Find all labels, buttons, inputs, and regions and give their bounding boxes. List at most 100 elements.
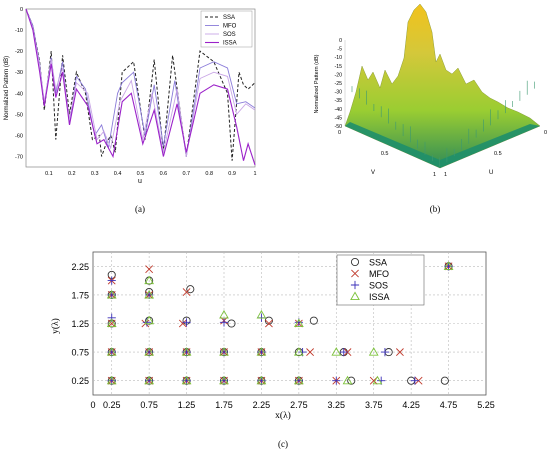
x-axis: 0 0.25 0.75 1.25 1.75 2.25 2.75 3.25 3.75 4.25 4.7… xyxy=(90,400,494,410)
y-tick-label: 1.75 xyxy=(71,290,89,300)
x-tick-label: 0.25 xyxy=(103,400,121,410)
marker-sos xyxy=(107,276,116,285)
marker-issa xyxy=(293,347,304,356)
y-tick-label: 0.75 xyxy=(71,348,89,358)
x-tick-label: 0.5 xyxy=(137,171,145,177)
legend-marker-ssa xyxy=(350,257,360,267)
legend-marker-sos xyxy=(350,280,360,290)
marker-issa xyxy=(293,375,304,385)
legend-label: ISSA xyxy=(369,292,390,302)
v-tick-label: 0 xyxy=(338,130,341,136)
marker-sos xyxy=(410,376,419,385)
z-tick-label: -10 xyxy=(335,55,343,61)
x-axis-label: x(λ) xyxy=(275,410,291,421)
y-tick-label: -10 xyxy=(15,28,23,34)
u-axis: 00.51 xyxy=(444,130,547,178)
x-tick-label: 0.9 xyxy=(228,171,236,177)
marker-issa xyxy=(181,347,192,356)
marker-issa xyxy=(293,318,304,328)
marker-ssa xyxy=(309,316,318,325)
legend-label: MFO xyxy=(369,269,389,279)
scatter-markers xyxy=(106,261,454,385)
y-tick-label: -20 xyxy=(15,49,23,55)
y-tick-label: -30 xyxy=(15,70,23,76)
legend-label: SSA xyxy=(369,258,387,268)
marker-issa xyxy=(368,347,379,356)
u-tick-label: 0 xyxy=(544,130,547,136)
x-tick-label: 3.75 xyxy=(365,400,383,410)
v-axis: 00.51 xyxy=(338,130,436,178)
marker-sos xyxy=(380,348,390,357)
marker-mfo xyxy=(395,348,404,357)
x-tick-label: 0.6 xyxy=(160,171,168,177)
y-axis-label: y(λ) xyxy=(50,318,61,334)
marker-sos xyxy=(339,348,348,357)
x-axis-label: u xyxy=(138,178,142,185)
marker-issa xyxy=(256,375,267,385)
v-axis-label: V xyxy=(371,170,375,176)
marker-issa xyxy=(144,375,155,385)
z-tick-label: -50 xyxy=(335,124,343,130)
series-line-sos xyxy=(25,8,256,157)
marker-issa xyxy=(144,347,155,356)
x-tick-label: 1.75 xyxy=(215,400,233,410)
z-tick-label: -15 xyxy=(335,64,343,70)
z-tick-label: -20 xyxy=(335,72,343,78)
legend-box xyxy=(200,10,253,48)
z-axis: 0 -5 -10 -15 -20 -25 -30 -35 -40 -45 -50 xyxy=(335,38,343,130)
marker-mfo xyxy=(182,288,191,296)
x-tick-label: 4.25 xyxy=(402,400,420,410)
legend-label: SSA xyxy=(223,15,235,21)
legend-label: ISSA xyxy=(223,41,237,47)
y-tick-label: 0 xyxy=(20,7,23,13)
y-axis: 0.25 0.75 1.25 1.75 2.25 xyxy=(71,262,89,386)
x-tick-label: 0.7 xyxy=(182,171,190,177)
marker-mfo xyxy=(107,319,116,328)
y-tick-label: 0.25 xyxy=(71,376,89,386)
y-axis: 0 -10 -20 -30 -40 -50 -60 -70 xyxy=(15,7,23,160)
marker-issa xyxy=(256,347,267,356)
v-tick-label: 0.5 xyxy=(381,151,389,157)
grid xyxy=(93,252,486,395)
series-lines xyxy=(25,8,256,166)
marker-issa xyxy=(106,289,117,299)
panel-label-c: (c) xyxy=(278,439,288,449)
x-tick-label: 0.3 xyxy=(91,171,99,177)
z-tick-label: -40 xyxy=(335,107,343,113)
marker-ssa xyxy=(347,376,356,385)
marker-mfo xyxy=(264,319,273,328)
series-line-issa xyxy=(25,8,256,166)
z-tick-label: 0 xyxy=(339,38,342,44)
x-tick-label: 2.25 xyxy=(253,400,271,410)
x-tick-label: 4.75 xyxy=(440,400,458,410)
x-tick-label: 1.25 xyxy=(178,400,196,410)
marker-issa xyxy=(144,315,155,325)
u-tick-label: 1 xyxy=(444,172,447,178)
legend-marker-mfo xyxy=(351,269,359,278)
marker-issa xyxy=(219,347,229,356)
z-tick-label: -45 xyxy=(335,115,343,121)
x-tick-label: 1 xyxy=(253,171,256,177)
marker-issa xyxy=(181,375,192,385)
u-axis-label: U xyxy=(489,170,493,176)
marker-mfo xyxy=(145,265,154,274)
z-tick-label: -5 xyxy=(337,47,342,53)
y-tick-label: -40 xyxy=(15,91,23,97)
marker-issa xyxy=(331,347,342,356)
legend-label: MFO xyxy=(223,24,237,30)
marker-issa xyxy=(144,275,155,285)
marker-sos xyxy=(107,313,116,322)
marker-ssa xyxy=(227,319,236,328)
x-tick-label: 3.25 xyxy=(328,400,346,410)
v-tick-label: 1 xyxy=(433,172,436,178)
x-tick-label: 0 xyxy=(90,400,95,410)
marker-issa xyxy=(219,309,229,319)
marker-sos xyxy=(219,318,229,327)
marker-issa xyxy=(106,347,117,356)
marker-sos xyxy=(182,318,191,327)
marker-issa xyxy=(372,375,383,385)
panel-label-a: (a) xyxy=(135,204,145,214)
marker-issa xyxy=(342,375,353,385)
y-axis-label: Normalized Pattern (dB) xyxy=(4,56,10,120)
